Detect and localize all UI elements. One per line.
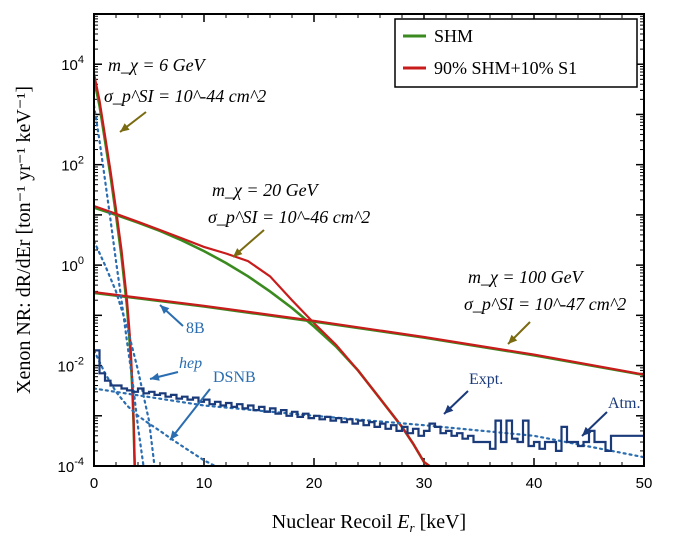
plot-frame	[93, 13, 645, 467]
x-tick-label: 10	[196, 475, 213, 492]
x-tick-label: 0	[90, 475, 98, 492]
series-8b	[94, 104, 145, 466]
arrow-wimp6-head	[120, 123, 130, 132]
legend-box	[394, 18, 638, 88]
y-tick-label-base: 10	[61, 57, 78, 74]
y-tick-label: 100	[61, 255, 84, 275]
series-layer	[94, 73, 644, 466]
x-tick-label: 40	[526, 475, 543, 492]
legend-label-shm: SHM	[434, 26, 473, 46]
y-tick-label-exp: 4	[78, 54, 84, 66]
x-axis-label-prefix: Nuclear Recoil	[272, 511, 398, 533]
annotation-wimp20-mass: m_χ = 20 GeV	[212, 180, 320, 200]
arrow-dsnb-shaft	[169, 388, 211, 441]
series-atm	[94, 387, 644, 459]
y-axis-label: Xenon NR: dR/dEr [ton⁻¹ yr⁻¹ keV⁻¹]	[13, 86, 35, 394]
x-axis-label-var: E	[396, 511, 409, 533]
y-tick-label-base: 10	[58, 459, 75, 476]
y-tick-label-base: 10	[61, 158, 78, 175]
y-tick-label-base: 10	[58, 359, 75, 376]
x-axis-label: Nuclear Recoil Er [keV]	[272, 511, 466, 535]
series-dsnb	[94, 349, 217, 466]
y-tick-label-exp: 2	[78, 155, 84, 167]
arrow-dsnb-head	[170, 430, 179, 440]
x-axis-label-unit: [keV]	[415, 511, 467, 533]
annotation-wimp20-xsec: σ_p^SI = 10^-46 cm^2	[208, 207, 370, 227]
arrow-b8-head	[160, 305, 170, 314]
annotation-dsnb: DSNB	[213, 369, 256, 386]
x-tick-label: 20	[306, 475, 323, 492]
series-hep	[94, 240, 156, 466]
annotation-wimp100-xsec: σ_p^SI = 10^-47 cm^2	[464, 294, 626, 314]
y-tick-label-exp: -2	[74, 356, 84, 368]
arrow-atm-head	[582, 426, 592, 436]
annotation-expt: Expt.	[469, 371, 503, 388]
series-90-shm-10-s1-m-100-gev	[94, 291, 644, 376]
y-tick-label: 10-4	[58, 456, 84, 476]
series-90-shm-10-s1-m-20-gev	[94, 204, 431, 466]
arrow-layer	[119, 111, 608, 441]
y-tick-label-exp: 0	[78, 255, 84, 267]
y-tick-label-exp: -4	[74, 456, 84, 468]
arrow-wimp20-head	[233, 248, 243, 257]
annotation-b8: 8B	[186, 320, 205, 337]
annotation-wimp6-xsec: σ_p^SI = 10^-44 cm^2	[104, 86, 266, 106]
annotation-wimp100-mass: m_χ = 100 GeV	[468, 267, 585, 287]
y-tick-label: 104	[61, 54, 84, 74]
x-tick-label: 50	[636, 475, 653, 492]
arrow-hep-head	[150, 372, 160, 381]
arrow-wimp100-head	[508, 334, 518, 344]
y-tick-label: 10-2	[58, 356, 84, 376]
annotation-hep: hep	[179, 355, 202, 372]
series-expt	[94, 349, 644, 452]
annotation-atm: Atm.	[608, 395, 640, 412]
legend: SHM 90% SHM+10% S1	[394, 18, 638, 88]
arrow-expt-head	[444, 404, 454, 414]
x-tick-label: 30	[416, 475, 433, 492]
annotation-wimp6-mass: m_χ = 6 GeV	[108, 55, 207, 75]
x-axis-label-sub: r	[410, 520, 416, 535]
y-tick-label: 102	[61, 155, 84, 175]
legend-label-mix: 90% SHM+10% S1	[434, 58, 577, 78]
series-90-shm-10-s1-m-6-gev	[94, 73, 136, 466]
y-tick-label-base: 10	[61, 258, 78, 275]
